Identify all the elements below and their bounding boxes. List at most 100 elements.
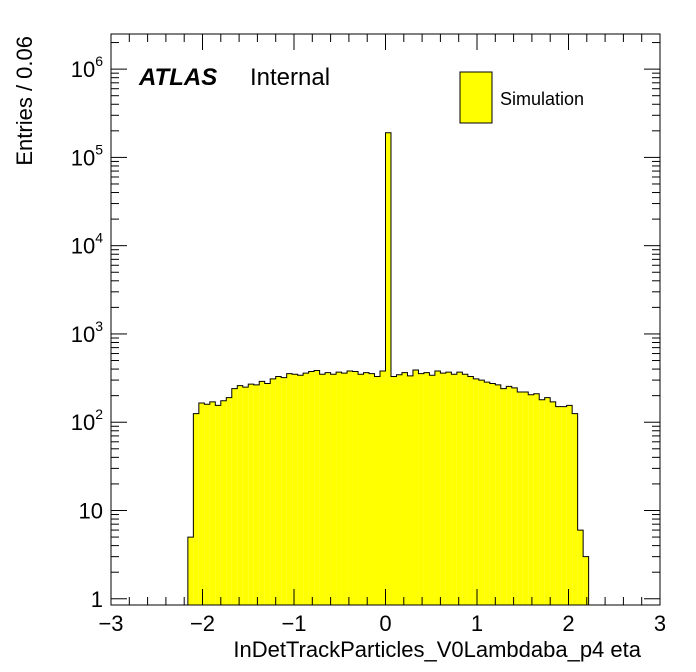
histogram-bar — [264, 383, 271, 605]
histogram-bar — [308, 371, 315, 605]
y-tick-label: 103 — [71, 318, 103, 347]
histogram-bar — [451, 374, 457, 605]
histogram-bar — [522, 391, 529, 605]
histogram-bar — [231, 388, 238, 605]
histogram-bar — [407, 375, 413, 605]
histogram-bar — [456, 372, 463, 605]
x-tick-label: 3 — [654, 611, 666, 636]
histogram-bar — [577, 530, 584, 605]
histogram-bar — [390, 376, 397, 605]
histogram-bar — [237, 385, 243, 605]
histogram-bar — [517, 391, 523, 605]
histogram-bar — [566, 405, 573, 605]
histogram-bar — [500, 388, 507, 605]
histogram-bar — [495, 384, 501, 605]
y-tick-label: 104 — [71, 230, 103, 259]
histogram-bar — [270, 378, 276, 605]
histogram-bar — [242, 387, 249, 605]
histogram-bar — [434, 371, 441, 605]
legend-swatch — [459, 71, 493, 124]
histogram-bar — [347, 371, 353, 605]
y-tick-label: 105 — [71, 141, 103, 170]
histogram-bar — [555, 406, 562, 605]
histogram-bar — [198, 403, 205, 605]
x-tick-label: −3 — [98, 611, 123, 636]
histogram-bar — [319, 374, 326, 605]
histogram-bar — [281, 377, 287, 605]
histogram-bar — [506, 386, 512, 605]
histogram-bar — [583, 556, 589, 605]
histogram-bar — [572, 413, 578, 605]
legend-label: Simulation — [500, 89, 584, 109]
histogram-bar — [380, 371, 386, 605]
y-tick-label: 1 — [91, 587, 103, 612]
histogram-bar — [336, 372, 342, 605]
histogram-bar — [209, 401, 216, 605]
histogram-bar — [550, 401, 556, 605]
histogram-bar — [528, 394, 534, 605]
x-tick-label: 2 — [562, 611, 574, 636]
histogram-bar — [533, 393, 540, 605]
histogram-bar — [330, 374, 337, 605]
histogram-bar — [418, 373, 424, 605]
histogram-bar — [341, 373, 348, 605]
histogram-bar — [363, 372, 370, 605]
legend: Simulation — [459, 71, 584, 124]
histogram-bar — [352, 371, 359, 605]
histogram-bar — [303, 373, 309, 605]
histogram-bar — [259, 381, 265, 605]
axis-ticks — [110, 34, 661, 605]
histogram-bar — [544, 397, 551, 605]
histogram-bar — [286, 373, 293, 605]
histogram-bar — [369, 373, 375, 605]
histogram-bar — [539, 399, 545, 605]
histogram-bar — [478, 380, 485, 605]
histogram-bar — [489, 383, 496, 605]
histogram-bar — [226, 397, 232, 605]
histogram-bar — [220, 400, 227, 605]
histogram-bar — [445, 372, 452, 605]
histogram-bar — [462, 374, 468, 605]
histogram-bar — [187, 537, 194, 605]
x-tick-labels: −3 −2 −1 0 1 2 3 — [98, 611, 666, 636]
y-axis-title: Entries / 0.06 — [12, 36, 37, 166]
histogram-bars — [187, 132, 590, 605]
histogram-bar — [314, 370, 320, 605]
histogram-bar — [325, 372, 331, 605]
x-axis-title: InDetTrackParticles_V0Lambdaba_p4 eta — [233, 637, 641, 662]
y-tick-label: 10 — [79, 498, 103, 523]
x-tick-label: −2 — [190, 611, 215, 636]
histogram-bar — [193, 413, 199, 605]
histogram-bar — [511, 387, 518, 605]
histogram-outline — [187, 132, 590, 605]
histogram-bar — [412, 370, 419, 605]
x-tick-label: 0 — [379, 611, 391, 636]
y-tick-label: 106 — [71, 53, 103, 82]
histogram-bar — [440, 373, 446, 605]
atlas-label: ATLAS — [138, 64, 217, 91]
histogram-bar — [253, 384, 260, 605]
histogram-bar — [385, 132, 391, 605]
x-tick-label: 1 — [471, 611, 483, 636]
histogram-bar — [467, 376, 474, 605]
atlas-status-label: Internal — [250, 64, 330, 91]
histogram-bar — [473, 378, 479, 605]
histogram-bar — [215, 405, 221, 605]
histogram-bar — [297, 375, 304, 605]
histogram-bar — [396, 374, 402, 605]
histogram-bar — [248, 384, 254, 605]
histogram-bar — [401, 372, 408, 605]
histogram-bar — [429, 375, 435, 605]
histogram-bar — [275, 376, 282, 605]
histogram-bar — [292, 374, 298, 605]
histogram-bar — [561, 406, 567, 605]
histogram-bar — [423, 372, 430, 605]
histogram-bar — [374, 376, 381, 605]
y-tick-labels: 1 10 102 103 104 105 106 — [71, 53, 103, 612]
y-tick-label: 102 — [71, 406, 103, 435]
histogram-bar — [204, 404, 210, 605]
histogram-bar — [484, 382, 490, 605]
histogram-bar — [358, 374, 364, 605]
x-tick-label: −1 — [281, 611, 306, 636]
